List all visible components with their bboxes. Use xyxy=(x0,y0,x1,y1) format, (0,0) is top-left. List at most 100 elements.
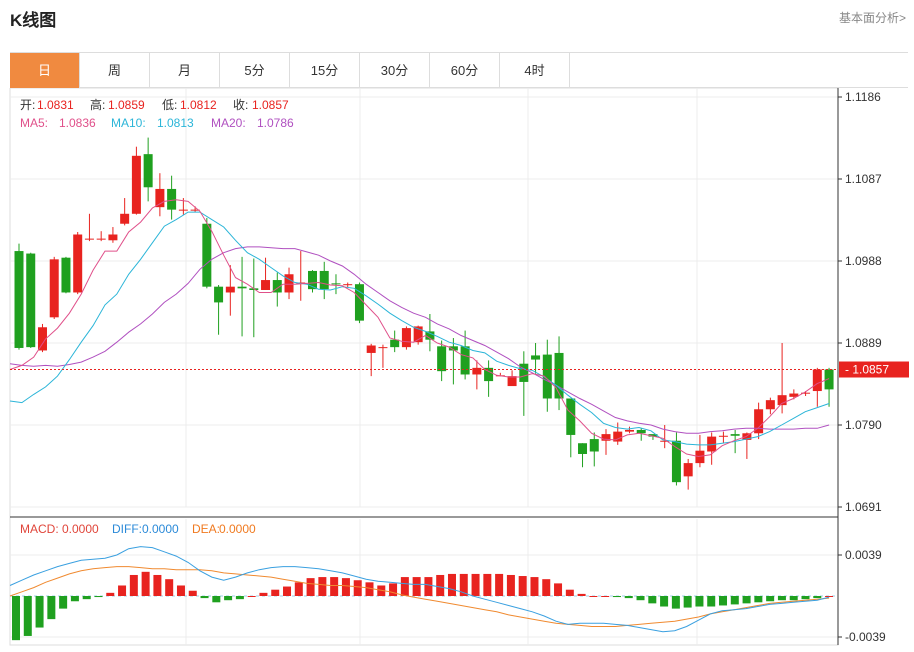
ma10-label: MA10: xyxy=(111,116,146,130)
candle-body xyxy=(707,436,717,452)
macd-bar xyxy=(730,596,739,605)
candle-body xyxy=(730,434,740,436)
diff-line xyxy=(9,546,830,633)
candle-body xyxy=(765,400,775,410)
macd-bar xyxy=(660,596,669,607)
tab-15min[interactable]: 15分 xyxy=(290,53,360,88)
macd-bar xyxy=(789,596,798,601)
ma10-line xyxy=(9,211,830,446)
macd-bar xyxy=(518,576,527,596)
macd-bar xyxy=(530,577,539,596)
candlestick-series xyxy=(14,137,834,490)
macd-bar xyxy=(436,574,445,596)
macd-bar xyxy=(719,596,728,606)
dea-label: DEA: xyxy=(192,522,220,536)
candle-body xyxy=(401,328,411,348)
macd-bar xyxy=(247,596,256,597)
macd-bar xyxy=(259,592,268,596)
macd-bar xyxy=(624,596,633,599)
macd-bar xyxy=(601,596,610,597)
tab-30min[interactable]: 30分 xyxy=(360,53,430,88)
candle-body xyxy=(237,286,247,289)
macd-bar xyxy=(341,578,350,596)
tab-60min[interactable]: 60分 xyxy=(430,53,500,88)
candle-body xyxy=(636,429,646,434)
macd-bar xyxy=(542,579,551,596)
candle-body xyxy=(354,284,364,321)
candle-body xyxy=(61,257,71,293)
candle-body xyxy=(84,238,94,240)
macd-bar xyxy=(47,596,56,620)
macd-tick-label: 0.0039 xyxy=(845,548,882,562)
macd-panel xyxy=(9,546,838,641)
ohlc-close-value: 1.0857 xyxy=(252,98,289,112)
candle-body xyxy=(214,286,224,303)
macd-bar xyxy=(424,577,433,596)
candle-body xyxy=(425,331,435,340)
macd-bar xyxy=(447,573,456,596)
tab-week[interactable]: 周 xyxy=(80,53,150,88)
macd-bar xyxy=(671,596,680,609)
ohlc-open-label: 开: xyxy=(20,98,35,112)
price-tick-label: 1.0691 xyxy=(845,500,882,514)
dea-value: 0.0000 xyxy=(219,522,256,536)
macd-bar xyxy=(412,577,421,596)
macd-bar xyxy=(82,596,91,600)
candle-body xyxy=(308,270,317,290)
candle-body xyxy=(437,346,447,372)
macd-bar xyxy=(330,577,339,596)
candle-body xyxy=(777,395,787,406)
candle-body xyxy=(578,443,588,454)
ohlc-open-value: 1.0831 xyxy=(37,98,74,112)
macd-bar xyxy=(825,596,834,597)
ma5-value: 1.0836 xyxy=(59,116,96,130)
price-tick-label: 1.0988 xyxy=(845,254,882,268)
candle-body xyxy=(37,327,47,351)
kline-chart[interactable]: 1.1186 1.1087 1.0988 1.0889 1.0790 1.0691 0.00… xyxy=(0,88,914,652)
candle-body xyxy=(272,280,282,293)
macd-bar xyxy=(129,574,138,596)
macd-bar xyxy=(235,596,244,600)
macd-bar xyxy=(589,596,598,597)
candle-body xyxy=(331,283,341,285)
candle-body xyxy=(120,213,130,224)
candle-body xyxy=(284,274,294,293)
macd-bar xyxy=(742,596,751,604)
candle-body xyxy=(96,238,106,240)
macd-bar xyxy=(813,596,822,599)
macd-bar xyxy=(212,596,221,603)
ma20-label: MA20: xyxy=(211,116,246,130)
macd-bar xyxy=(400,577,409,596)
macd-bar xyxy=(683,596,692,608)
macd-bar xyxy=(801,596,810,600)
fundamental-analysis-link[interactable]: 基本面分析> xyxy=(838,11,906,25)
candle-body xyxy=(660,440,670,442)
candle-body xyxy=(507,376,517,387)
ohlc-high-label: 高: xyxy=(90,97,105,112)
candle-body xyxy=(178,209,188,211)
candle-body xyxy=(519,363,529,382)
macd-bar xyxy=(141,571,150,596)
candle-body xyxy=(190,209,200,211)
candle-body xyxy=(390,339,400,348)
last-price-tag xyxy=(839,361,909,378)
candle-body xyxy=(472,367,482,375)
macd-bar xyxy=(777,596,786,601)
price-tick-label: 1.0790 xyxy=(845,418,882,432)
candle-body xyxy=(789,393,799,397)
macd-tick-label: -0.0039 xyxy=(845,630,886,644)
tab-month[interactable]: 月 xyxy=(150,53,220,88)
candle-body xyxy=(378,347,388,349)
macd-bar xyxy=(707,596,716,607)
candle-body xyxy=(460,346,470,375)
candle-body xyxy=(812,369,822,392)
macd-bar xyxy=(271,589,280,596)
ohlc-close-label: 收: xyxy=(233,98,248,112)
macd-bar xyxy=(59,596,68,609)
tab-5min[interactable]: 5分 xyxy=(220,53,290,88)
macd-bar xyxy=(153,574,162,596)
tab-4hour[interactable]: 4时 xyxy=(500,53,570,88)
macd-bar xyxy=(565,589,574,596)
candle-body xyxy=(542,354,552,399)
tab-day[interactable]: 日 xyxy=(10,53,80,88)
